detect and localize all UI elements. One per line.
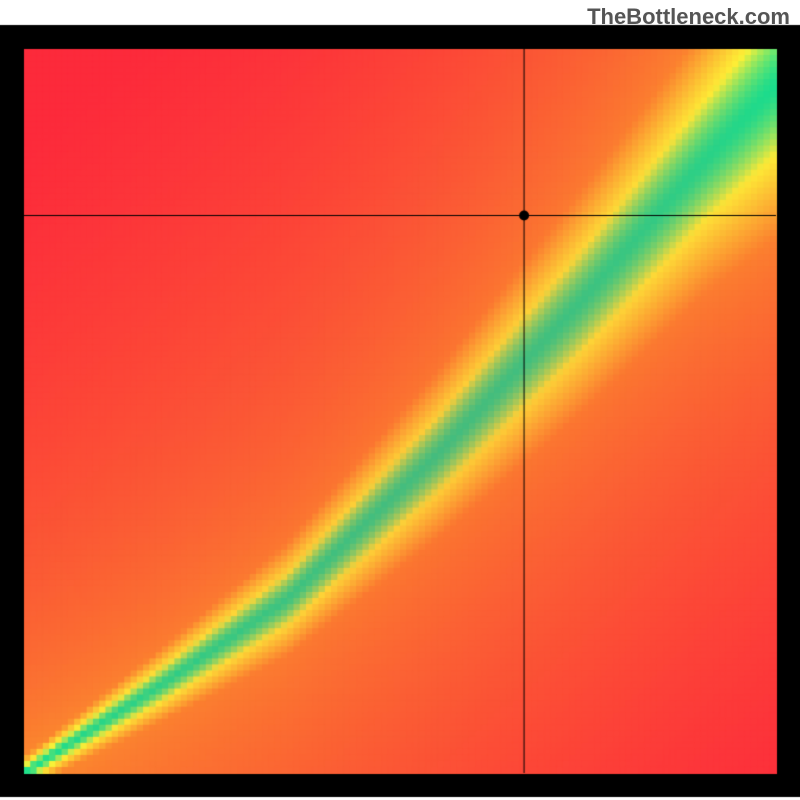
chart-container: TheBottleneck.com — [0, 0, 800, 800]
bottleneck-heatmap-canvas — [0, 0, 800, 800]
watermark-text: TheBottleneck.com — [587, 4, 790, 30]
